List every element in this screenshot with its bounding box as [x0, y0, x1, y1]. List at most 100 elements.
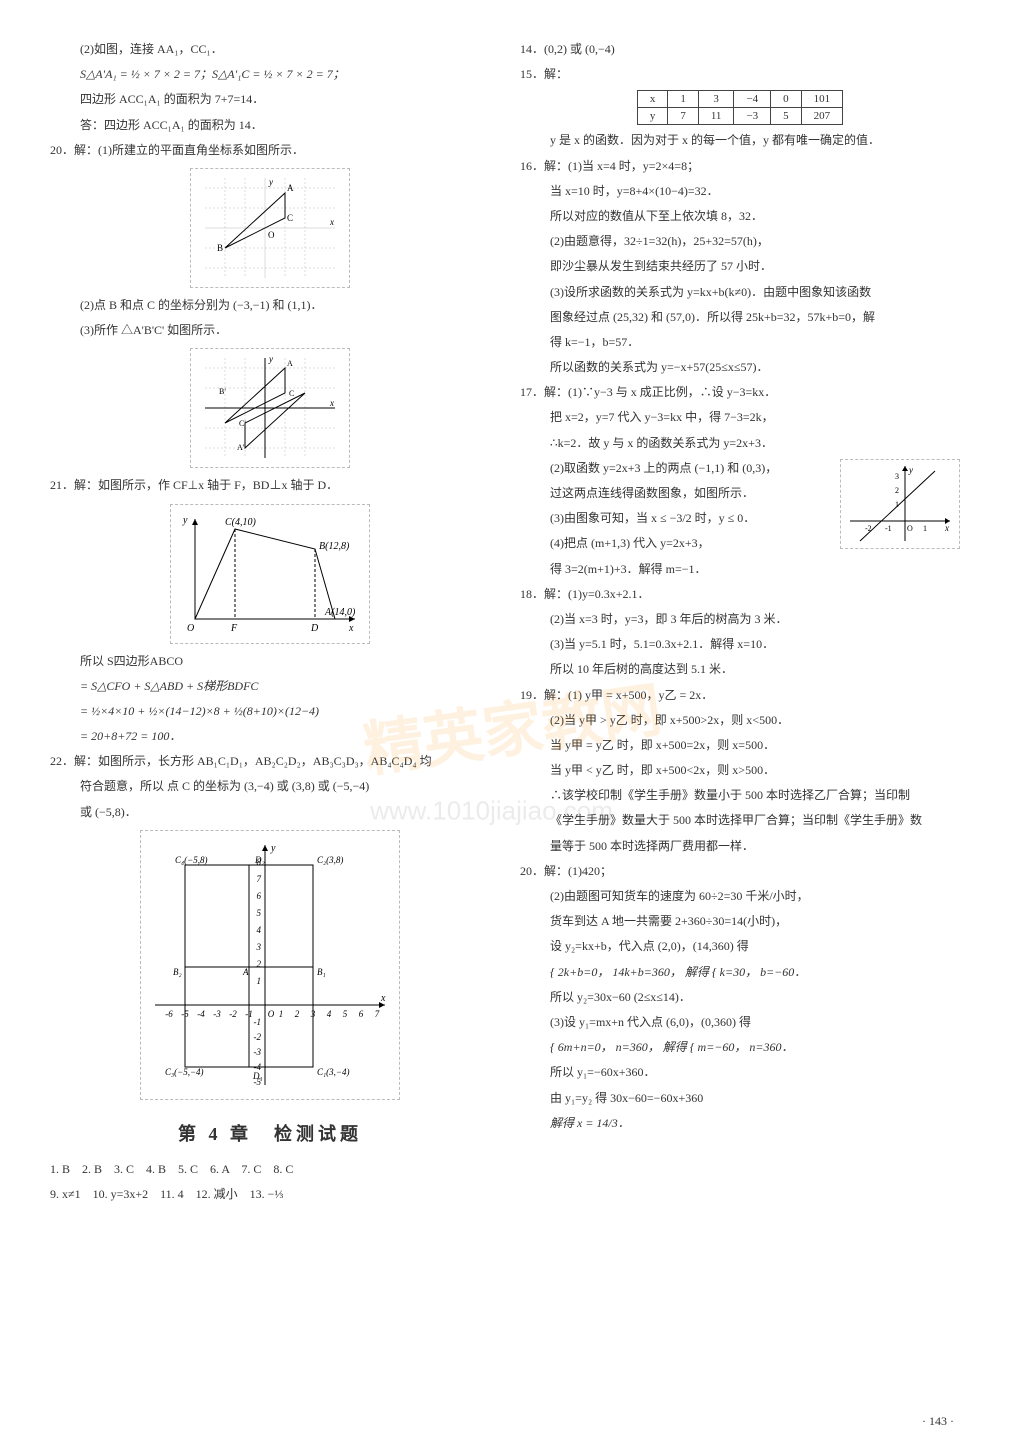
q17-5: 过这两点连线得函数图象，如图所示．	[520, 484, 836, 503]
q20r-7: (3)设 y₁=mx+n 代入点 (6,0)，(0,360) 得	[520, 1013, 960, 1032]
q19-7: 量等于 500 本时选择两厂费用都一样．	[520, 837, 960, 856]
svg-text:A': A'	[237, 443, 245, 452]
q17-6: (3)由图象可知，当 x ≤ −3/2 时，y ≤ 0．	[520, 509, 836, 528]
cell: 101	[801, 91, 843, 108]
svg-text:-4: -4	[197, 1009, 205, 1019]
q19-3: 当 y甲 = y乙 时，即 x+500=2x，则 x=500．	[520, 736, 960, 755]
svg-text:A(14,0): A(14,0)	[324, 607, 356, 618]
cell: y	[637, 108, 668, 125]
left-column: (2)如图，连接 AA₁，CC₁． S△A'A₁ = ½ × 7 × 2 = 7…	[50, 40, 490, 1210]
figure-20b: AA' B'C C' x y	[190, 348, 350, 468]
q16-2: 当 x=10 时，y=8+4×(10−4)=32．	[520, 182, 960, 201]
q19-4: 当 y甲 < y乙 时，即 x+500<2x，则 x>500．	[520, 761, 960, 780]
cell: −3	[734, 108, 771, 125]
svg-text:C: C	[289, 389, 294, 398]
figure-22: -6-5-4 -3-2-1 O12 345 67 876 543 21 -1-2…	[140, 830, 400, 1100]
svg-text:D₁: D₁	[252, 1071, 263, 1081]
svg-text:1: 1	[923, 524, 927, 533]
text: 四边形 ACC₁A₁ 的面积为 7+7=14．	[50, 90, 490, 109]
svg-text:x: x	[380, 993, 386, 1004]
q21-line4: = ½×4×10 + ½×(14−12)×8 + ½(8+10)×(12−4)	[50, 702, 490, 721]
cell: 11	[698, 108, 734, 125]
text: (2)如图，连接 AA₁，CC₁．	[50, 40, 490, 59]
q21-line2: 所以 S四边形ABCO	[50, 652, 490, 671]
table-15: x 1 3 −4 0 101 y 7 11 −3 5 207	[637, 90, 843, 125]
q20r-11: 解得 x = 14/3．	[520, 1114, 960, 1133]
svg-text:y: y	[270, 843, 276, 854]
page-body: (2)如图，连接 AA₁，CC₁． S△A'A₁ = ½ × 7 × 2 = 7…	[50, 40, 974, 1210]
svg-text:5: 5	[343, 1009, 348, 1019]
svg-text:7: 7	[375, 1009, 380, 1019]
svg-text:A: A	[287, 359, 293, 368]
q16-4: (2)由题意得，32÷1=32(h)，25+32=57(h)，	[520, 232, 960, 251]
svg-text:5: 5	[257, 908, 262, 918]
svg-text:6: 6	[257, 891, 262, 901]
svg-text:-2: -2	[865, 524, 872, 533]
q20-line2: (2)点 B 和点 C 的坐标分别为 (−3,−1) 和 (1,1)．	[50, 296, 490, 315]
chapter-title: 第 4 章 检测试题	[50, 1120, 490, 1146]
q18-3: (3)当 y=5.1 时，5.1=0.3x+2.1．解得 x=10．	[520, 635, 960, 654]
q17-7: (4)把点 (m+1,3) 代入 y=2x+3，	[520, 534, 836, 553]
a15-head: 15．解：	[520, 65, 960, 84]
svg-text:-3: -3	[213, 1009, 221, 1019]
svg-text:-1: -1	[885, 524, 892, 533]
svg-text:B₁: B₁	[317, 967, 326, 977]
svg-text:y: y	[268, 354, 273, 364]
svg-text:1: 1	[257, 976, 262, 986]
svg-text:-6: -6	[165, 1009, 173, 1019]
svg-text:A: A	[242, 967, 249, 977]
svg-text:D₂: D₂	[254, 855, 265, 865]
table-row: x 1 3 −4 0 101	[637, 91, 842, 108]
q17-8: 得 3=2(m+1)+3．解得 m=−1．	[520, 560, 836, 579]
answers-row1: 1. B 2. B 3. C 4. B 5. C 6. A 7. C 8. C	[50, 1160, 490, 1179]
svg-text:O: O	[268, 1009, 275, 1019]
figure-21: C(4,10) B(12,8) A(14,0) O F D x y	[170, 504, 370, 644]
q20-line1: 20．解：(1)所建立的平面直角坐标系如图所示．	[50, 141, 490, 160]
svg-text:y: y	[268, 177, 273, 187]
svg-text:C₁(3,−4): C₁(3,−4)	[317, 1067, 349, 1077]
svg-text:C(4,10): C(4,10)	[225, 517, 257, 528]
svg-text:1: 1	[895, 500, 899, 509]
q18-2: (2)当 x=3 时，y=3，即 3 年后的树高为 3 米．	[520, 610, 960, 629]
q20r-2: (2)由题图可知货车的速度为 60÷2=30 千米/小时，	[520, 887, 960, 906]
svg-text:C₃(−5,−4): C₃(−5,−4)	[165, 1067, 204, 1077]
cell: 3	[698, 91, 734, 108]
svg-text:B(12,8): B(12,8)	[319, 541, 350, 552]
cell: 1	[668, 91, 699, 108]
svg-text:-2: -2	[229, 1009, 237, 1019]
cell: −4	[734, 91, 771, 108]
svg-text:O: O	[187, 623, 194, 634]
right-column: 14．(0,2) 或 (0,−4) 15．解： x 1 3 −4 0 101 y…	[520, 40, 960, 1210]
q16-1: 16．解：(1)当 x=4 时，y=2×4=8；	[520, 157, 960, 176]
q16-8: 得 k=−1，b=57．	[520, 333, 960, 352]
svg-text:1: 1	[279, 1009, 284, 1019]
svg-text:3: 3	[895, 472, 899, 481]
q19-6: 《学生手册》数量大于 500 本时选择甲厂合算；当印制《学生手册》数	[520, 811, 960, 830]
svg-text:B': B'	[219, 387, 226, 396]
q20r-8: { 6m+n=0， n=360， 解得 { m=−60， n=360．	[520, 1038, 960, 1057]
svg-text:7: 7	[257, 874, 262, 884]
svg-text:F: F	[230, 623, 238, 634]
svg-text:-2: -2	[254, 1032, 262, 1042]
svg-text:O: O	[907, 524, 913, 533]
q20r-5: { 2k+b=0， 14k+b=360， 解得 { k=30， b=−60．	[520, 963, 960, 982]
figure-20a: A B C O x y	[190, 168, 350, 288]
q21-line5: = 20+8+72 = 100．	[50, 727, 490, 746]
svg-text:x: x	[348, 623, 354, 634]
q20r-1: 20．解：(1)420；	[520, 862, 960, 881]
svg-text:4: 4	[327, 1009, 332, 1019]
q19-1: 19．解：(1) y甲 = x+500，y乙 = 2x．	[520, 686, 960, 705]
cell: 5	[771, 108, 802, 125]
q19-2: (2)当 y甲 > y乙 时，即 x+500>2x，则 x<500．	[520, 711, 960, 730]
q21-line3: = S△CFO + S△ABD + S梯形BDFC	[50, 677, 490, 696]
q19-5: ∴该学校印制《学生手册》数量小于 500 本时选择乙厂合算；当印制	[520, 786, 960, 805]
q17-1: 17．解：(1)∵y−3 与 x 成正比例，∴设 y−3=kx．	[520, 383, 960, 402]
q16-9: 所以函数的关系式为 y=−x+57(25≤x≤57)．	[520, 358, 960, 377]
cell: 0	[771, 91, 802, 108]
svg-text:x: x	[329, 217, 334, 227]
svg-text:y: y	[908, 465, 913, 475]
svg-text:D: D	[310, 623, 319, 634]
svg-text:2: 2	[895, 486, 899, 495]
q16-3: 所以对应的数值从下至上依次填 8，32．	[520, 207, 960, 226]
svg-text:3: 3	[256, 942, 262, 952]
